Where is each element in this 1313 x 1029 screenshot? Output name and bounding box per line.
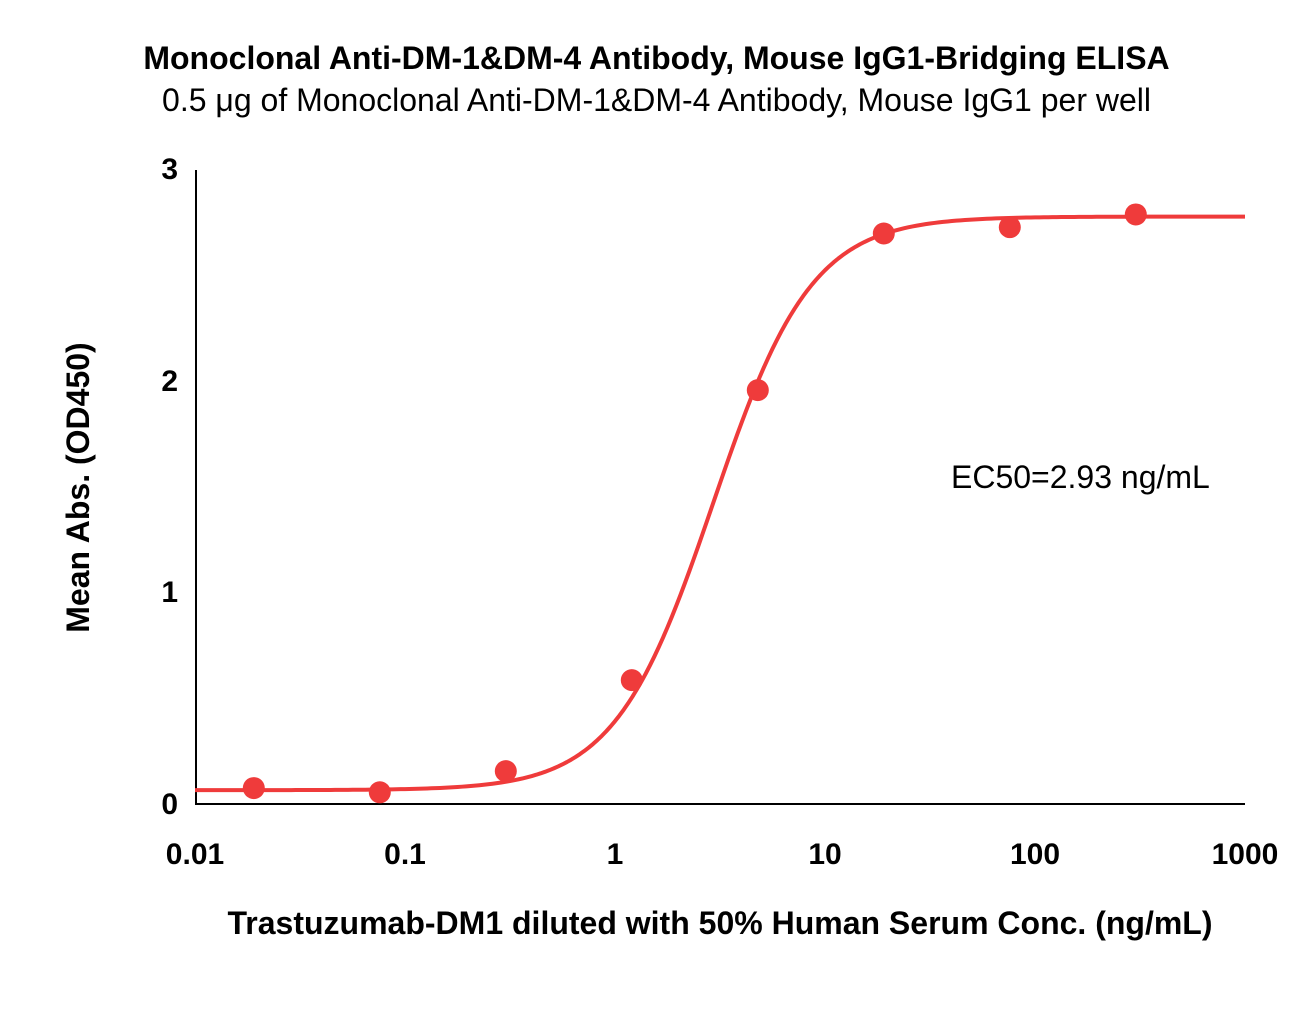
title-block: Monoclonal Anti-DM-1&DM-4 Antibody, Mous… xyxy=(0,38,1313,120)
chart-title: Monoclonal Anti-DM-1&DM-4 Antibody, Mous… xyxy=(0,38,1313,78)
chart-subtitle: 0.5 μg of Monoclonal Anti-DM-1&DM-4 Anti… xyxy=(0,80,1313,120)
x-tick-label: 10 xyxy=(808,838,841,872)
y-tick-label: 2 xyxy=(118,365,178,399)
y-axis-label: Mean Abs. (OD450) xyxy=(60,170,100,805)
x-axis-label: Trastuzumab-DM1 diluted with 50% Human S… xyxy=(195,905,1245,942)
ec50-annotation: EC50=2.93 ng/mL xyxy=(951,459,1210,496)
y-tick-label: 0 xyxy=(118,788,178,822)
x-tick-label: 0.1 xyxy=(384,838,426,872)
x-tick-label: 1000 xyxy=(1212,838,1279,872)
x-tick-label: 100 xyxy=(1010,838,1060,872)
x-tick-label: 1 xyxy=(607,838,624,872)
y-tick-label: 1 xyxy=(118,576,178,610)
y-tick-label: 3 xyxy=(118,153,178,187)
x-tick-label: 0.01 xyxy=(166,838,224,872)
page: Monoclonal Anti-DM-1&DM-4 Antibody, Mous… xyxy=(0,0,1313,1029)
